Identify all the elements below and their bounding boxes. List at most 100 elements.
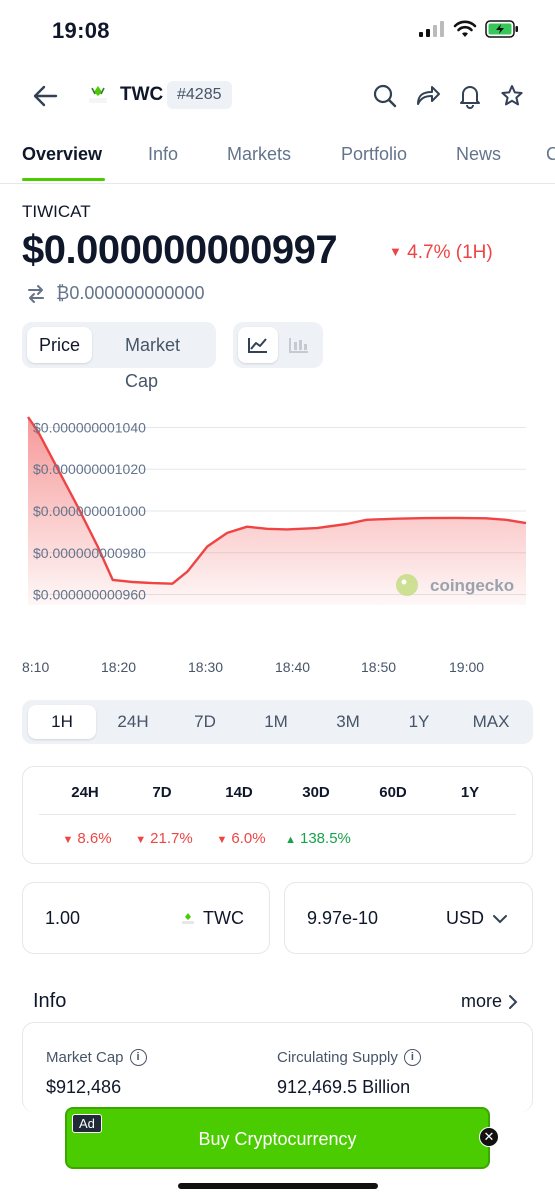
range-max[interactable]: MAX	[472, 712, 510, 731]
chart-type-toggle	[233, 322, 323, 368]
info-more-label: more	[461, 991, 503, 1011]
perf-value-text: 8.6%	[77, 830, 112, 847]
fiat-amount-input[interactable]: 9.97e-10 USD	[284, 882, 533, 954]
btc-price: ₿0.000000000000	[56, 283, 205, 303]
price-chart[interactable]: $0.000000001040 $0.000000001020 $0.0000000…	[0, 395, 555, 685]
coin-amount-input[interactable]: 1.00 TWC	[22, 882, 270, 954]
x-tick-label: 18:50	[361, 659, 396, 675]
perf-header: 7D	[152, 784, 172, 801]
coin-symbol: TWC	[120, 84, 164, 105]
market-cap-label: Market Cap i	[46, 1049, 147, 1066]
perf-value: ▲ 138.5%	[278, 830, 358, 847]
bell-icon[interactable]	[456, 82, 484, 110]
search-icon[interactable]	[371, 82, 399, 110]
divider	[39, 814, 516, 815]
chevron-right-icon	[509, 994, 518, 1009]
share-icon[interactable]	[414, 82, 442, 110]
perf-header: 24H	[71, 784, 99, 801]
coin-logo-small-icon	[182, 912, 194, 924]
btc-price-row: ₿0.000000000000	[26, 283, 204, 304]
perf-header: 60D	[379, 784, 407, 801]
circulating-supply-label: Circulating Supply i	[277, 1049, 421, 1066]
swap-icon	[28, 284, 44, 303]
caret-up-icon: ▲	[285, 834, 296, 846]
y-tick-label: $0.000000000960	[33, 587, 146, 603]
back-arrow-icon[interactable]	[30, 82, 60, 110]
perf-value-text: 6.0%	[231, 830, 266, 847]
coin-price: $0.000000000997	[22, 228, 338, 272]
caret-down-icon: ▼	[62, 834, 74, 846]
status-icons	[419, 20, 519, 38]
fiat-currency-select[interactable]: USD	[446, 908, 508, 929]
perf-header: 1Y	[460, 784, 480, 801]
ad-tag: Ad	[72, 1114, 102, 1133]
info-icon[interactable]: i	[129, 1049, 147, 1066]
tab-info[interactable]: Info	[148, 144, 179, 164]
status-time: 19:08	[52, 18, 110, 43]
y-tick-label: $0.000000000980	[33, 545, 146, 561]
candlestick-icon	[289, 338, 308, 353]
cellular-signal-icon	[419, 21, 444, 37]
market-cap-value: $912,486	[46, 1077, 122, 1097]
x-tick-label: 8:10	[22, 659, 49, 675]
price-change: ▼ 4.7% (1H)	[389, 242, 493, 264]
performance-table: 24H 7D 14D 30D 60D 1Y ▼ 8.6% ▼ 21.7% ▼ 6.0% ▲ 138.5%	[22, 766, 533, 864]
info-icon[interactable]: i	[403, 1049, 421, 1066]
tab-news[interactable]: News	[456, 144, 502, 164]
x-tick-label: 18:30	[188, 659, 223, 675]
tab-active-indicator	[22, 178, 105, 181]
circulating-supply-value: 912,469.5 Billion	[277, 1077, 411, 1097]
tab-portfolio[interactable]: Portfolio	[341, 144, 408, 164]
market-cap-toggle-button[interactable]: Market Cap	[125, 335, 181, 391]
tab-overview[interactable]: Overview	[22, 144, 103, 164]
coingecko-watermark: coingecko	[396, 574, 514, 596]
range-1h[interactable]: 1H	[28, 705, 96, 739]
coin-name: TIWICAT	[22, 202, 91, 221]
ad-label: Buy Cryptocurrency	[198, 1129, 357, 1149]
price-change-value: 4.7% (1H)	[407, 242, 493, 263]
line-chart-icon	[248, 338, 267, 353]
range-3m[interactable]: 3M	[336, 712, 360, 731]
caret-down-icon: ▼	[216, 834, 228, 846]
range-1y[interactable]: 1Y	[408, 712, 430, 731]
wifi-icon	[453, 20, 477, 37]
y-tick-label: $0.000000001020	[33, 461, 146, 477]
tab-more[interactable]: C	[546, 144, 555, 164]
candlestick-chart-button[interactable]	[280, 327, 318, 363]
x-tick-label: 19:00	[449, 659, 484, 675]
range-24h[interactable]: 24H	[117, 712, 149, 731]
price-area	[28, 417, 526, 605]
circulating-supply-label-text: Circulating Supply	[277, 1049, 398, 1066]
range-1m[interactable]: 1M	[264, 712, 288, 731]
range-7d[interactable]: 7D	[194, 712, 216, 731]
chart-metric-toggle: Price Market Cap	[22, 322, 216, 391]
perf-value: ▼ 21.7%	[124, 830, 204, 847]
coin-amount-value: 1.00	[45, 908, 81, 928]
time-range-selector: 1H 24H 7D 1M 3M 1Y MAX	[22, 700, 533, 744]
watermark-text: coingecko	[430, 576, 514, 595]
y-tick-label: $0.000000001000	[33, 503, 146, 519]
coingecko-logo-icon	[396, 574, 418, 596]
rank-badge: #4285	[167, 81, 232, 109]
line-chart-button[interactable]	[238, 327, 278, 363]
x-tick-label: 18:20	[101, 659, 136, 675]
info-card: Market Cap i $912,486 Circulating Supply…	[22, 1022, 533, 1112]
price-line	[27, 416, 527, 585]
price-toggle-button[interactable]: Price	[27, 327, 93, 363]
perf-value: ▼ 8.6%	[47, 830, 127, 847]
x-tick-label: 18:40	[275, 659, 310, 675]
info-more-link[interactable]: more	[461, 991, 518, 1012]
perf-value-text: 21.7%	[150, 830, 193, 847]
star-icon[interactable]	[498, 82, 526, 110]
coin-logo	[86, 83, 110, 107]
caret-down-icon: ▼	[135, 834, 147, 846]
fiat-currency-label: USD	[446, 908, 485, 928]
fiat-amount-value: 9.97e-10	[307, 908, 379, 928]
tab-markets[interactable]: Markets	[227, 144, 292, 164]
ad-banner[interactable]: Ad Buy Cryptocurrency	[65, 1107, 490, 1169]
close-icon[interactable]: ✕	[479, 1127, 499, 1147]
coin-unit: TWC	[181, 908, 244, 929]
tab-bar: Overview Info Markets Portfolio News C	[0, 130, 555, 184]
coin-unit-label: TWC	[203, 908, 244, 928]
perf-value-text: 138.5%	[300, 830, 351, 847]
